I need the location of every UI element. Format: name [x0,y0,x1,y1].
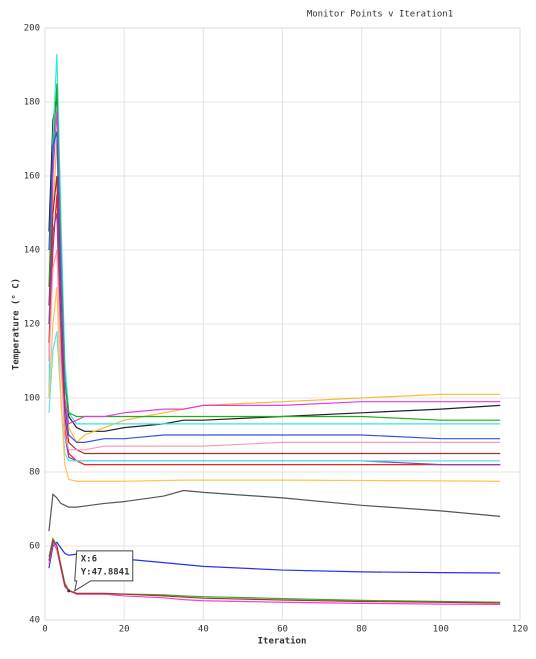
y-tick-label: 40 [29,616,40,626]
series-line [48,538,501,604]
x-axis-label: Iteration [258,636,307,647]
x-tick-label: 40 [198,625,209,635]
series-line [48,489,501,532]
annotation-box [74,550,134,592]
y-tick-label: 160 [24,172,40,182]
y-tick-label: 100 [24,394,40,404]
annotation-text: X:6 [81,554,97,564]
series-line [48,53,501,425]
series-line [48,331,501,462]
series-line [48,286,501,482]
y-tick-label: 120 [24,320,40,330]
x-tick-label: 80 [356,625,367,635]
x-tick-label: 0 [42,625,47,635]
series-line [48,94,501,432]
y-tick-label: 180 [24,98,40,108]
series-line [48,109,501,425]
plot-frame [44,27,521,621]
x-tick-label: 60 [277,625,288,635]
series-line [48,138,501,444]
y-tick-label: 200 [24,24,40,34]
y-axis-label: Temperature (° C) [12,278,22,370]
series-line [48,212,501,466]
chart-title: Monitor Points v Iteration1 [307,10,453,20]
annotation-point [67,589,71,593]
series-line [48,249,501,451]
annotation-text: Y:47.8841 [81,567,130,577]
y-tick-label: 80 [29,468,40,478]
x-tick-label: 120 [512,625,528,635]
series-line [48,83,501,421]
series-line [48,175,501,455]
x-tick-label: 100 [433,625,449,635]
y-tick-label: 140 [24,246,40,256]
x-tick-label: 20 [119,625,130,635]
y-tick-label: 60 [29,542,40,552]
series-line [48,131,501,443]
